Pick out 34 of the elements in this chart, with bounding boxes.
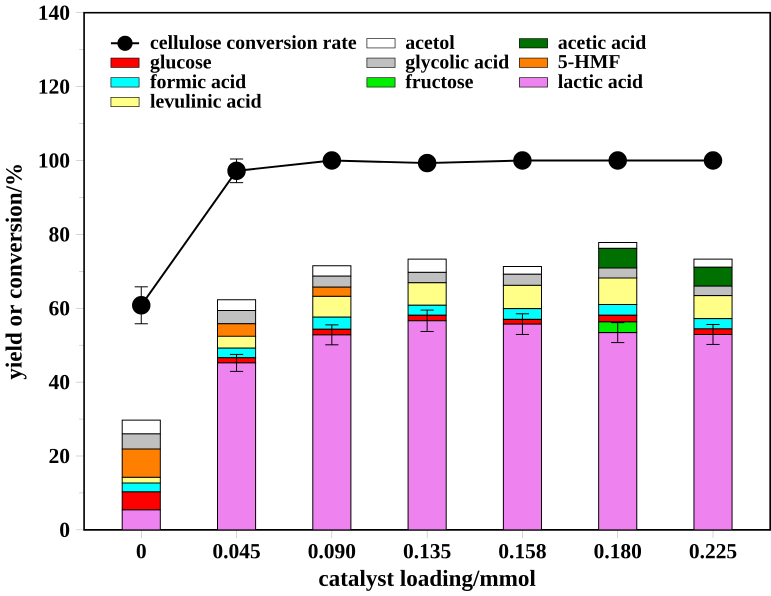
point (704, 151, 722, 170)
x-tick-label: 0 (136, 544, 146, 558)
x-tick-label: 0.090 (308, 544, 356, 558)
point (513, 151, 532, 170)
x-tick-label: 0.180 (594, 544, 642, 558)
point (227, 161, 246, 180)
y-tick-label: 40 (48, 374, 70, 390)
legend-label: formic acid (150, 74, 246, 88)
y-tick-label: 20 (49, 448, 70, 464)
legend-label: cellulose conversion rate (150, 34, 356, 49)
y-tick-label: 120 (40, 79, 70, 94)
legend-label: glycolic acid (406, 54, 509, 73)
x-axis-title: catalyst loading/mmol (319, 570, 536, 591)
y-tick-label: 100 (40, 153, 70, 168)
point (322, 151, 342, 170)
y-tick-label: 80 (49, 226, 70, 242)
y-tick-label: 140 (40, 5, 70, 20)
legend-label: levulinic acid (150, 94, 262, 108)
legend-label: fructose (405, 74, 473, 88)
legend-label: acetol (406, 34, 454, 49)
point (608, 151, 627, 170)
y-tick-label: 0 (60, 522, 70, 537)
legend-label: 5-HMF (558, 54, 620, 68)
legend-label: acetic acid (558, 34, 646, 49)
point (418, 154, 436, 172)
x-tick-label: 0.158 (499, 544, 546, 558)
y-tick-label: 60 (49, 300, 70, 316)
legend-label: glucose (150, 54, 212, 73)
x-tick-label: 0.045 (213, 544, 260, 558)
y-axis-title: yield or conversion/% (5, 164, 27, 380)
x-tick-label: 0.225 (690, 544, 736, 558)
x-tick-label: 0.135 (404, 544, 450, 558)
point (132, 296, 150, 314)
legend-label: lactic acid (558, 74, 643, 88)
